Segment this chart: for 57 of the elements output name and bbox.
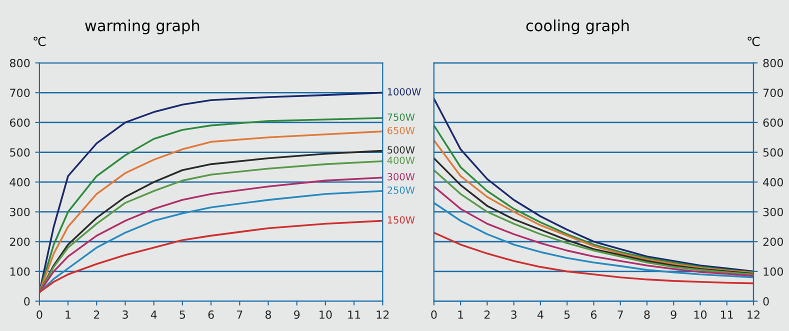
x-tick-label: 4	[150, 310, 157, 319]
x-tick-label: 12	[748, 310, 760, 319]
x-tick-label: 8	[644, 310, 650, 319]
series-label: 150W	[388, 216, 415, 224]
x-tick-label: 1	[458, 310, 464, 319]
y2-tick-label: 400	[763, 178, 783, 186]
y-tick-label: 700	[10, 88, 30, 98]
x-tick-label: 7	[618, 310, 623, 319]
x-tick-label: 0	[36, 310, 42, 319]
y2-tick-label: 300	[763, 208, 783, 216]
x-tick-label: 3	[511, 310, 516, 319]
series-label: 250W	[388, 186, 415, 194]
x-tick-label: 6	[208, 310, 214, 319]
x-tick-label: 10	[320, 310, 332, 319]
x-tick-label: 2	[94, 310, 100, 319]
y2-tick-label: 100	[764, 267, 783, 276]
x-tick-label: 0	[431, 310, 437, 319]
y-tick-label: 400	[10, 178, 30, 186]
series-label: 1000W	[388, 88, 421, 96]
x-tick-label: 5	[564, 310, 570, 319]
y2-tick-label: 500	[763, 148, 783, 157]
chart-title: warming graph	[85, 20, 200, 34]
y2-tick-label: 200	[763, 238, 783, 246]
y-tick-label: 300	[10, 208, 30, 216]
chart-title: cooling graph	[526, 20, 629, 34]
x-tick-label: 10	[694, 310, 707, 319]
series-label: 750W	[388, 113, 415, 121]
x-tick-label: 2	[484, 310, 490, 319]
x-tick-label: 11	[721, 310, 733, 319]
series-label: 300W	[388, 173, 415, 180]
series-label: 500W	[388, 146, 415, 154]
y-tick-label: 800	[10, 58, 30, 68]
y2-axis-title: ℃	[748, 36, 760, 46]
x-tick-label: 4	[537, 310, 544, 319]
y2-tick-label: 600	[763, 118, 783, 127]
x-tick-label: 5	[180, 310, 186, 319]
y2-tick-label: 700	[763, 88, 783, 98]
x-tick-label: 3	[122, 310, 128, 319]
x-tick-label: 9	[670, 310, 676, 319]
x-tick-label: 11	[348, 310, 360, 319]
y-axis-title: ℃	[34, 36, 46, 46]
x-tick-label: 8	[265, 310, 272, 319]
x-tick-label: 7	[237, 310, 242, 319]
x-tick-label: 12	[376, 310, 389, 319]
series-label: 650W	[388, 126, 415, 134]
x-tick-label: 1	[66, 310, 71, 319]
y2-tick-label: 0	[763, 297, 769, 306]
y-tick-label: 200	[10, 238, 30, 246]
y2-tick-label: 800	[763, 58, 783, 68]
x-tick-label: 6	[590, 310, 597, 319]
y-tick-label: 600	[10, 118, 30, 127]
y-tick-label: 100	[10, 267, 30, 276]
y-tick-label: 500	[10, 148, 30, 157]
y-tick-label: 0	[24, 297, 30, 306]
x-tick-label: 9	[294, 310, 300, 319]
line-series	[39, 220, 383, 294]
series-label: 400W	[387, 156, 415, 164]
